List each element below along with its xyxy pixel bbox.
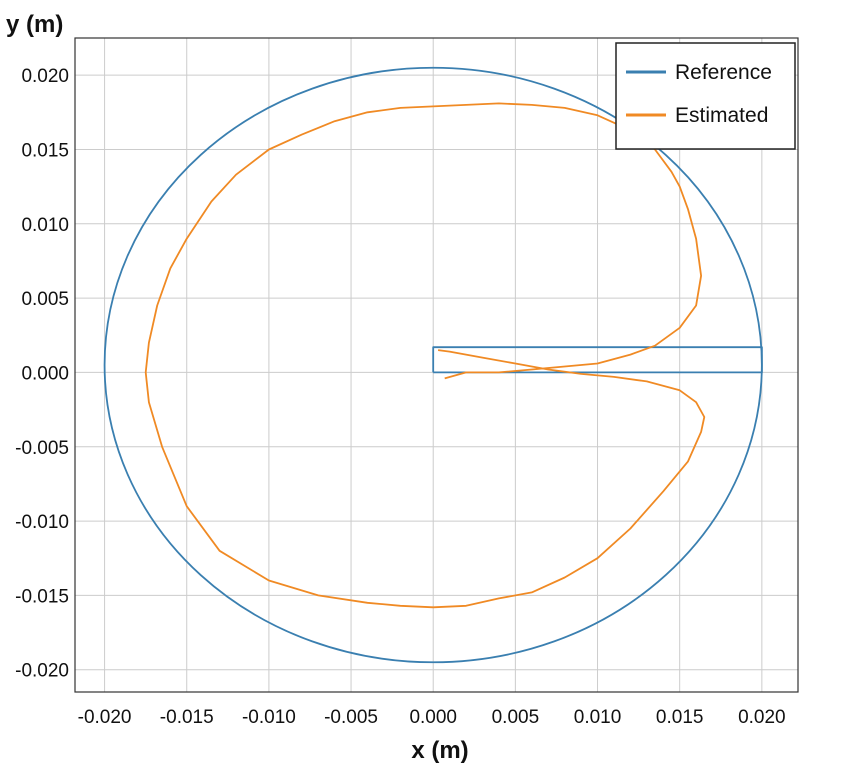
y-tick-label: -0.015	[15, 586, 69, 607]
y-tick-label: -0.010	[15, 512, 69, 533]
legend-box	[615, 42, 796, 150]
x-tick-label: 0.020	[738, 707, 786, 728]
y-tick-label: 0.005	[21, 289, 69, 310]
y-tick-label: 0.015	[21, 140, 69, 161]
y-axis-title: y (m)	[6, 11, 63, 38]
x-tick-label: -0.005	[324, 707, 378, 728]
x-tick-label: 0.010	[574, 707, 622, 728]
y-tick-label: -0.005	[15, 438, 69, 459]
legend-label-estimated: Estimated	[675, 104, 768, 127]
plot-frame	[74, 37, 799, 693]
y-tick-label: 0.000	[21, 363, 69, 384]
y-tick-labels: -0.020 -0.015 -0.010 -0.005 0.000 0.005 0.010 0…	[15, 66, 69, 682]
legend: Reference Estimated	[615, 42, 796, 150]
series-reference-line-1	[432, 346, 763, 374]
legend-label-reference: Reference	[675, 61, 772, 84]
series-estimated-line-0	[144, 102, 706, 609]
series-layer	[103, 66, 763, 664]
x-tick-label: 0.015	[656, 707, 704, 728]
x-tick-labels: -0.020 -0.015 -0.010 -0.005 0.000 0.005 0.010 0…	[78, 707, 786, 728]
x-axis-title: x (m)	[411, 737, 468, 764]
y-tick-label: 0.020	[21, 66, 69, 87]
x-tick-label: -0.010	[242, 707, 296, 728]
x-tick-label: -0.015	[160, 707, 214, 728]
x-tick-label: 0.000	[409, 707, 457, 728]
y-tick-label: 0.010	[21, 215, 69, 236]
x-tick-label: -0.020	[78, 707, 132, 728]
y-tick-label: -0.020	[15, 661, 69, 682]
x-tick-label: 0.005	[492, 707, 540, 728]
